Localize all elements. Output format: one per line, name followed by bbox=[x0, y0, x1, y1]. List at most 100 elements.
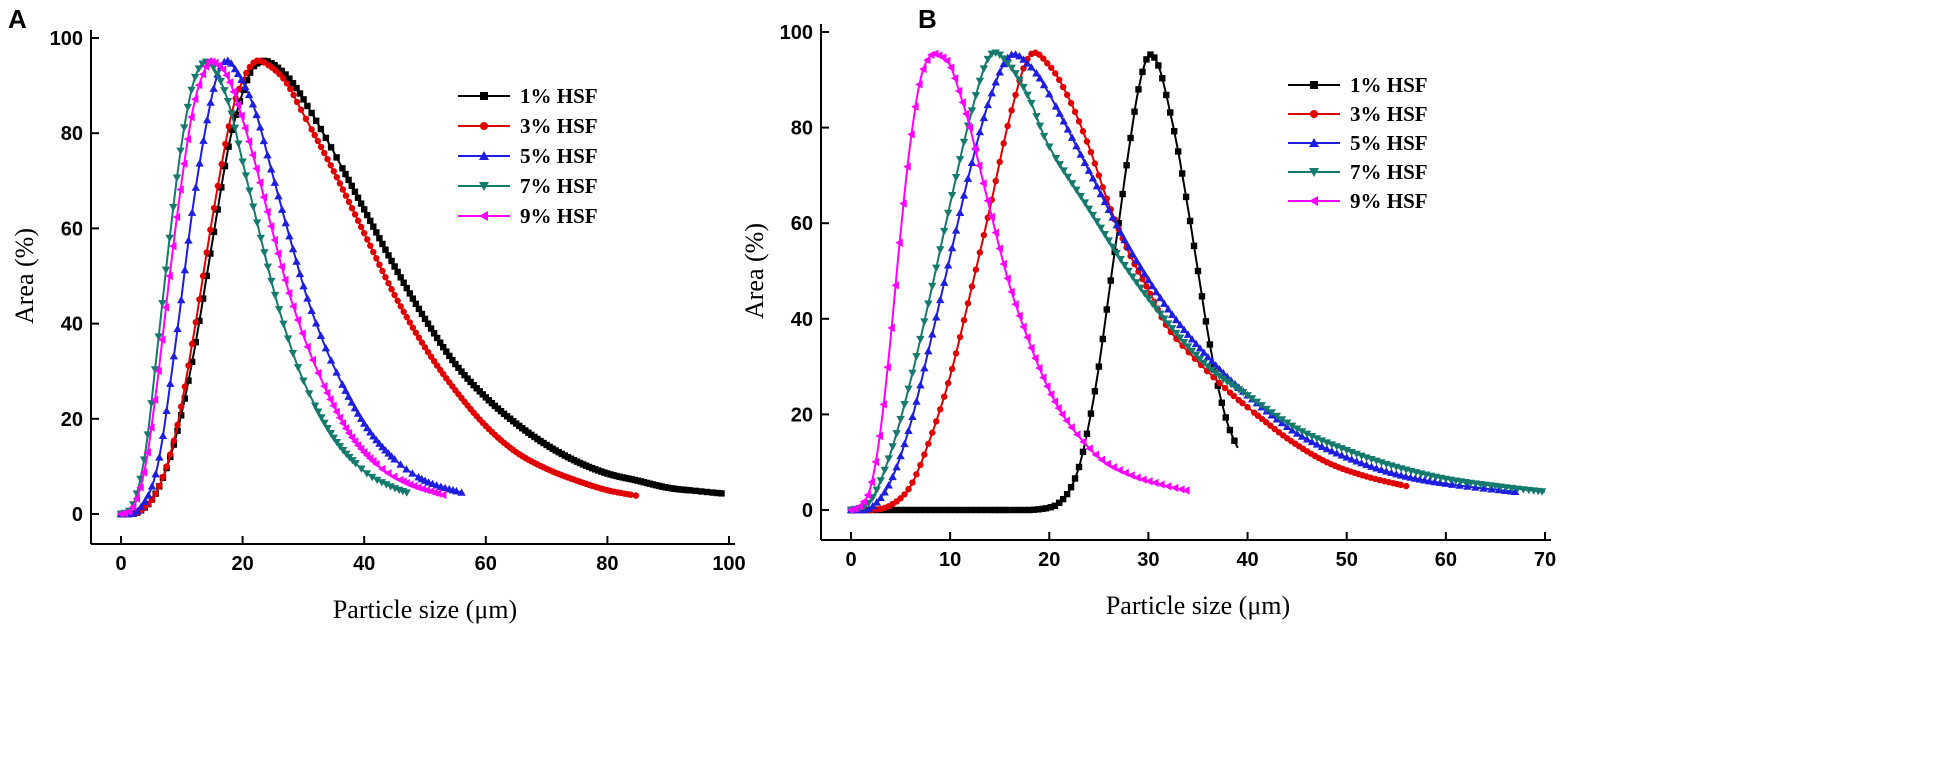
data-point bbox=[1159, 75, 1166, 82]
data-point bbox=[394, 268, 401, 276]
data-point bbox=[959, 191, 969, 199]
data-point bbox=[351, 188, 359, 195]
x-tick-label: 70 bbox=[1534, 549, 1556, 571]
data-point bbox=[1144, 295, 1153, 303]
data-point bbox=[154, 366, 162, 376]
legend-marker bbox=[479, 151, 489, 160]
data-point bbox=[1079, 128, 1087, 135]
data-point bbox=[1042, 505, 1050, 512]
data-point bbox=[364, 211, 371, 219]
data-point bbox=[1051, 102, 1061, 110]
data-point bbox=[233, 100, 242, 109]
data-point bbox=[1012, 91, 1019, 99]
data-point bbox=[361, 229, 368, 237]
data-point bbox=[924, 300, 933, 308]
data-point bbox=[875, 431, 883, 441]
data-point bbox=[415, 334, 423, 341]
data-point bbox=[270, 235, 278, 245]
data-point bbox=[467, 378, 474, 386]
data-point bbox=[158, 431, 168, 440]
data-point bbox=[308, 109, 315, 117]
data-point bbox=[379, 240, 386, 248]
data-point bbox=[299, 281, 308, 290]
data-point bbox=[406, 319, 413, 326]
data-point bbox=[1511, 487, 1520, 496]
data-point bbox=[1128, 249, 1137, 258]
data-point bbox=[1072, 186, 1081, 194]
data-point bbox=[1067, 180, 1077, 188]
data-point bbox=[1282, 419, 1292, 427]
data-point bbox=[1168, 325, 1177, 333]
data-point bbox=[991, 78, 1000, 86]
data-point bbox=[1216, 379, 1223, 387]
data-point bbox=[281, 275, 289, 285]
data-point bbox=[718, 490, 725, 497]
data-point bbox=[248, 150, 257, 160]
legend-marker bbox=[479, 211, 488, 221]
data-point bbox=[925, 440, 932, 447]
data-point bbox=[999, 55, 1008, 63]
data-point bbox=[424, 320, 432, 327]
legend-item: 1% HSF bbox=[458, 84, 598, 108]
data-point bbox=[237, 111, 245, 120]
data-point bbox=[1455, 481, 1464, 489]
data-point bbox=[968, 283, 976, 290]
data-point bbox=[1003, 274, 1011, 283]
data-point bbox=[1191, 339, 1201, 348]
data-point bbox=[908, 412, 917, 421]
data-point bbox=[176, 147, 185, 156]
data-point bbox=[1403, 482, 1410, 490]
x-tick-label: 80 bbox=[596, 553, 618, 575]
data-point bbox=[241, 82, 250, 90]
data-point bbox=[1071, 108, 1079, 116]
data-point bbox=[249, 203, 258, 211]
data-point bbox=[1059, 83, 1067, 91]
data-point bbox=[234, 140, 243, 148]
data-point bbox=[1362, 460, 1371, 469]
y-tick-label: 100 bbox=[780, 22, 813, 44]
data-point bbox=[1136, 263, 1145, 271]
data-point bbox=[360, 419, 369, 427]
data-point bbox=[188, 340, 196, 348]
data-point bbox=[191, 183, 201, 191]
data-point bbox=[1079, 437, 1087, 446]
data-point bbox=[286, 75, 293, 82]
data-point bbox=[283, 335, 293, 343]
data-point bbox=[1244, 404, 1251, 411]
data-point bbox=[992, 506, 999, 514]
data-point bbox=[867, 477, 876, 487]
data-point bbox=[895, 238, 903, 247]
data-point bbox=[241, 123, 249, 133]
data-point bbox=[230, 64, 240, 73]
data-point bbox=[919, 64, 927, 74]
legend-item: 5% HSF bbox=[1288, 131, 1428, 155]
data-point bbox=[348, 182, 355, 190]
data-point bbox=[357, 200, 365, 207]
data-point bbox=[846, 505, 855, 515]
data-point bbox=[408, 469, 417, 477]
data-point bbox=[279, 320, 288, 329]
data-point bbox=[995, 51, 1004, 59]
data-point bbox=[204, 57, 213, 66]
data-point bbox=[314, 408, 323, 416]
data-point bbox=[1177, 485, 1185, 494]
data-point bbox=[962, 506, 969, 514]
data-point bbox=[1277, 416, 1287, 424]
data-point bbox=[187, 112, 195, 122]
data-point bbox=[280, 75, 287, 82]
data-point bbox=[288, 349, 298, 358]
x-tick-label: 0 bbox=[845, 549, 856, 571]
data-point bbox=[880, 488, 889, 496]
data-point bbox=[686, 487, 694, 494]
data-point bbox=[391, 263, 398, 270]
data-point bbox=[248, 100, 258, 108]
data-point bbox=[321, 149, 328, 157]
data-point bbox=[927, 506, 934, 514]
data-point bbox=[920, 363, 929, 372]
data-point bbox=[181, 383, 189, 390]
data-point bbox=[326, 356, 336, 364]
data-point bbox=[203, 272, 210, 280]
data-point bbox=[1342, 453, 1351, 461]
data-point bbox=[202, 115, 212, 124]
y-tick-label: 20 bbox=[61, 409, 83, 431]
